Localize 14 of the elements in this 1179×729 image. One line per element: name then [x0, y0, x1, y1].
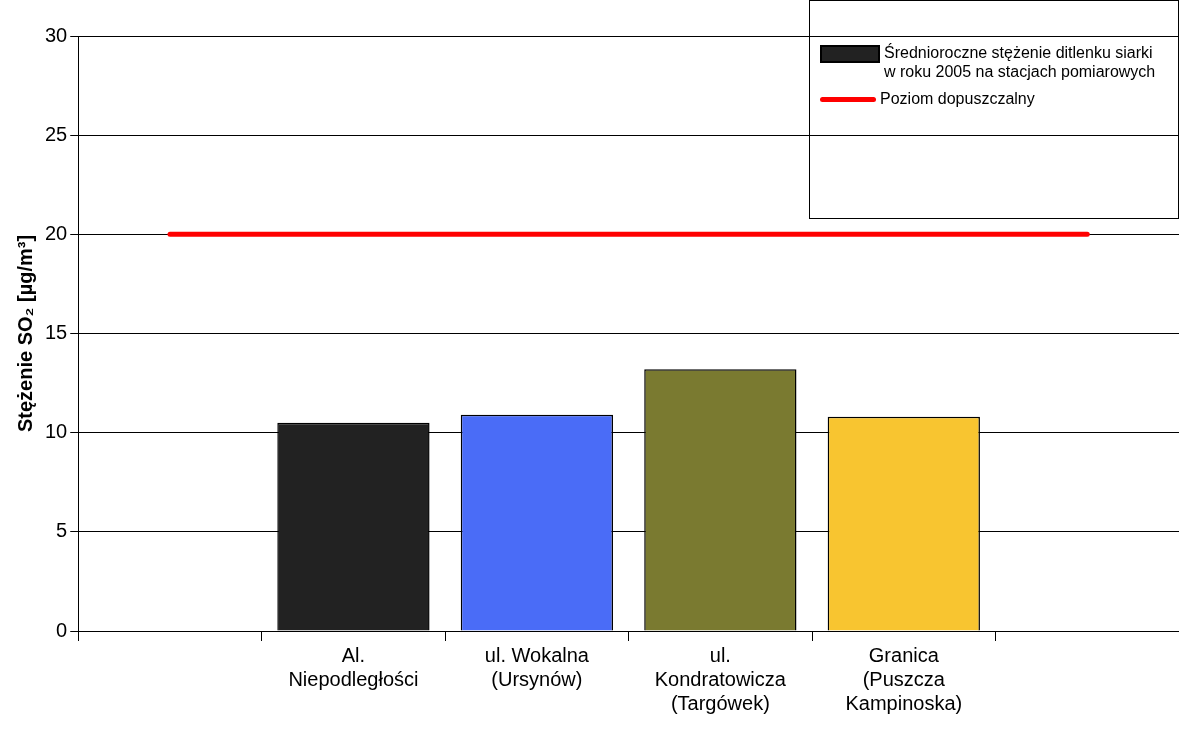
- y-axis-title: Stężenie SO₂ [µg/m³]: [13, 234, 36, 433]
- y-tick-label: 15: [45, 321, 68, 344]
- y-tick-label: 5: [56, 519, 68, 542]
- legend-label: Średnioroczne stężenie ditlenku siarki w roku 2005 na stacjach pomiarowych: [884, 43, 1157, 81]
- y-tick-label: 20: [45, 221, 68, 244]
- y-tick-label: 0: [56, 618, 68, 641]
- x-tick-label: Granica (Puszcza Kampinoska): [845, 643, 963, 714]
- y-tick-label: 25: [45, 122, 68, 145]
- y-tick-label: 10: [45, 420, 68, 443]
- legend-label: Poziom dopuszczalny: [880, 89, 1035, 108]
- x-tick-label: Al. Niepodległości: [288, 643, 419, 690]
- x-tick-label: ul. Wokalna (Ursynów): [484, 643, 590, 690]
- y-tick-label: 30: [45, 23, 68, 46]
- x-tick-label: ul. Kondratowicza (Targówek): [654, 643, 787, 714]
